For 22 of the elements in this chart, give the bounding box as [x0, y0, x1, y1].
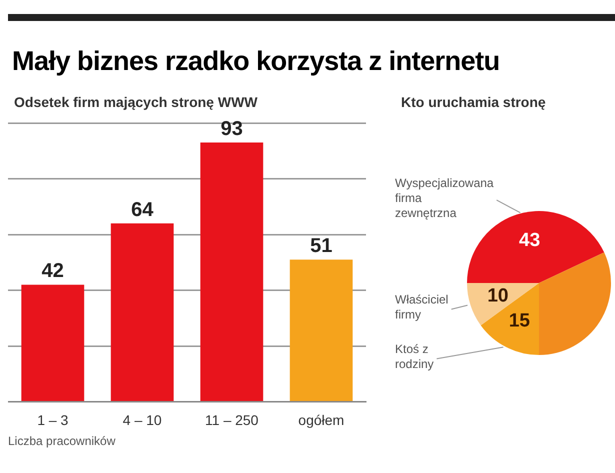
chart-title: Kto uruchamia stronę — [401, 94, 546, 110]
x-tick-label: ogółem — [298, 412, 344, 428]
slice-label: Ktoś z rodziny — [395, 342, 434, 372]
x-tick-label: 4 – 10 — [122, 412, 162, 428]
chart-subtitle: Odsetek firm mających stronę WWW — [14, 94, 258, 110]
bar — [21, 284, 84, 402]
data-label: 43 — [519, 230, 540, 252]
data-label: 42 — [42, 260, 64, 282]
x-tick-label: 1 – 3 — [37, 412, 69, 428]
data-label: 64 — [131, 198, 154, 221]
slice-label: Wyspecjalizowana firma zewnętrzna — [395, 176, 494, 220]
data-label: 93 — [220, 118, 243, 140]
data-label: 15 — [508, 310, 530, 332]
x-tick-label: 11 – 250 — [205, 412, 259, 428]
slice-label: Właściciel firmy — [395, 292, 448, 322]
bar — [200, 142, 264, 402]
bar — [290, 260, 353, 402]
data-label: 51 — [310, 235, 332, 258]
x-axis-title: Liczba pracowników — [8, 434, 116, 448]
bar — [110, 223, 174, 402]
data-label: 10 — [487, 286, 508, 307]
chart-title: Mały biznes rzadko korzysta z internetu — [12, 46, 500, 77]
